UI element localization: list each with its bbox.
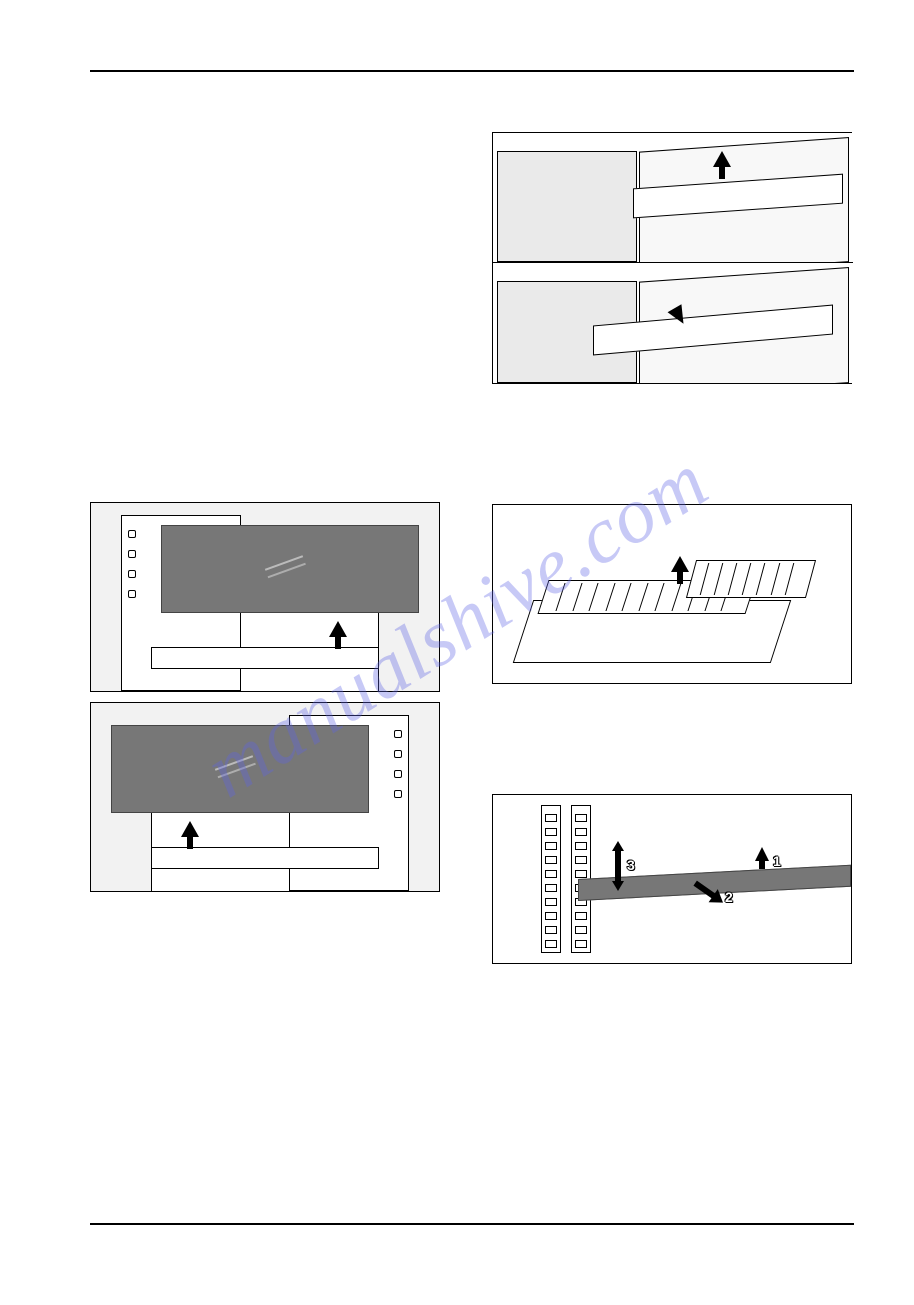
- left-column: [90, 132, 452, 964]
- arrow-up-icon: [181, 821, 199, 837]
- arrow-up-icon: [329, 621, 347, 637]
- arrow-up-icon: [713, 151, 731, 167]
- step-label-1: 1: [773, 853, 781, 869]
- step-label-3: 3: [627, 857, 635, 873]
- figure-door-compartment-lift: [493, 133, 853, 263]
- figure-bottle-holder: [492, 504, 852, 684]
- top-rule: [90, 70, 854, 72]
- arrow-step-1-icon: [755, 847, 769, 861]
- glass-shelf: [161, 525, 419, 613]
- figure-door-compartment-pair: [492, 132, 852, 384]
- figure-door-shelf-left-hinge: [90, 502, 440, 692]
- figure-shelf-reposition: 1 2 3: [492, 794, 852, 964]
- content-columns: 1 2 3: [90, 132, 854, 964]
- arrow-up-icon: [671, 556, 689, 572]
- figure-door-shelf-right-hinge: [90, 702, 440, 892]
- glass-shelf: [111, 725, 369, 813]
- page: 1 2 3: [90, 40, 854, 1265]
- step-label-2: 2: [725, 889, 733, 905]
- right-column: 1 2 3: [492, 132, 854, 964]
- figure-door-compartment-pull: [493, 263, 853, 383]
- rail-left: [541, 805, 561, 953]
- arrow-step-3-icon: [615, 851, 621, 881]
- bottom-rule: [90, 1223, 854, 1225]
